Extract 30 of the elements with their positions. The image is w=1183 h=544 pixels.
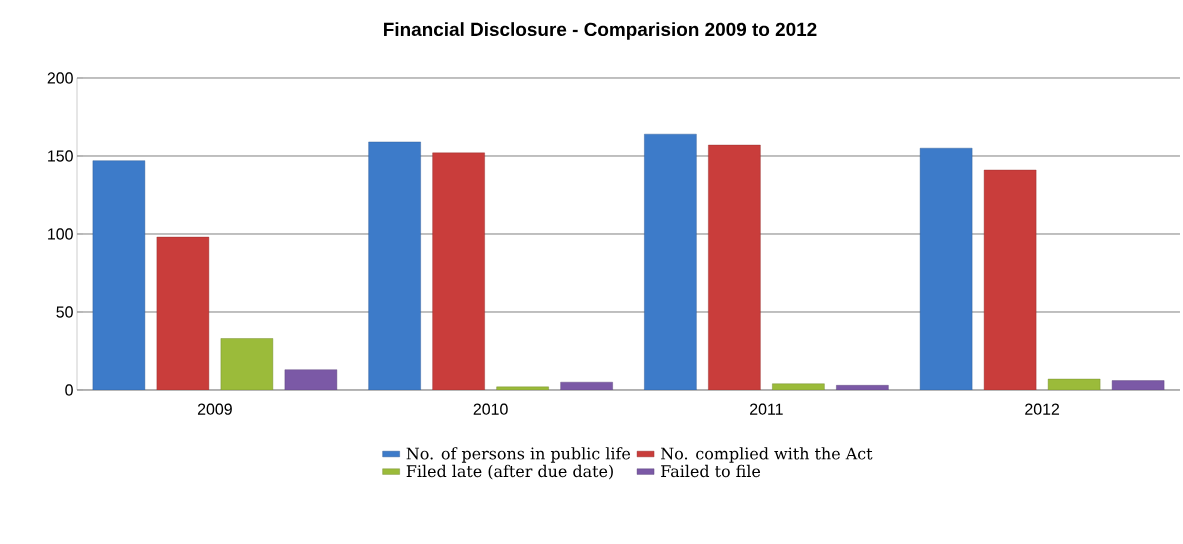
y-tick-label: 200 (47, 72, 73, 84)
bar (156, 236, 210, 390)
x-tick-label: 2012 (1025, 403, 1060, 415)
bar (708, 144, 761, 390)
x-tick-label: 2011 (750, 403, 783, 415)
bar (983, 169, 1037, 390)
legend-label: Failed to file (661, 464, 761, 478)
bar (560, 381, 613, 390)
bar (92, 160, 146, 390)
bar (220, 338, 274, 390)
y-tick-label: 50 (56, 306, 73, 318)
legend-label: No. of persons in public life (406, 447, 631, 463)
bar (432, 152, 485, 390)
bar (772, 383, 825, 390)
bar (1111, 380, 1165, 390)
legend-label: Filed late (after due date) (406, 464, 613, 480)
bar (1047, 378, 1101, 390)
legend-label: No. complied with the Act (661, 447, 873, 463)
x-tick-label: 2009 (197, 403, 232, 415)
bar (496, 386, 549, 390)
y-tick-label: 100 (48, 228, 73, 240)
bar (368, 141, 421, 390)
bar (836, 385, 889, 390)
bar (284, 369, 338, 390)
bar (919, 147, 973, 390)
bar (644, 133, 697, 390)
y-tick-label: 150 (48, 150, 73, 162)
x-tick-label: 2010 (473, 403, 508, 415)
chart-title: Financial Disclosure - Comparision 2009 to 2012 (384, 22, 817, 40)
y-tick-label: 0 (65, 384, 73, 396)
